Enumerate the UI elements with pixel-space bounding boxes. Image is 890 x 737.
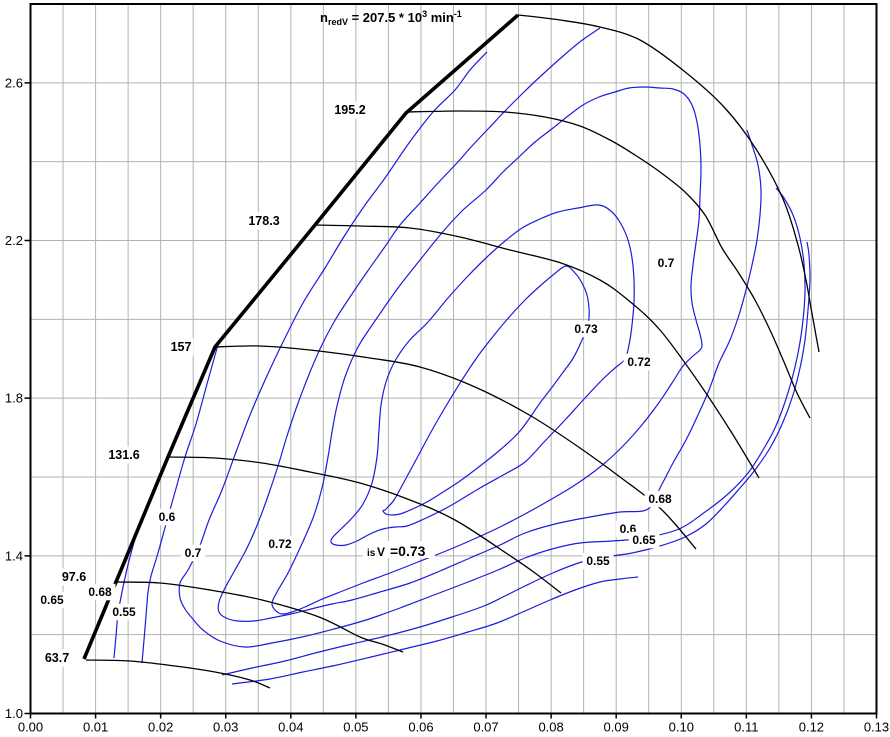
svg-text:0.73: 0.73 [574, 322, 598, 336]
svg-text:0.55: 0.55 [586, 554, 610, 568]
svg-text:63.7: 63.7 [45, 651, 69, 665]
svg-text:=0.73: =0.73 [390, 543, 426, 559]
svg-text:0.02: 0.02 [148, 720, 173, 735]
svg-text:0.00: 0.00 [18, 720, 43, 735]
svg-text:0.04: 0.04 [278, 720, 303, 735]
svg-text:0.13: 0.13 [864, 720, 889, 735]
svg-text:0.03: 0.03 [213, 720, 238, 735]
svg-text:nredV = 207.5 * 103 min-1: nredV = 207.5 * 103 min-1 [320, 9, 462, 27]
svg-text:131.6: 131.6 [108, 448, 139, 462]
svg-text:0.68: 0.68 [88, 585, 112, 599]
svg-text:0.7: 0.7 [658, 256, 675, 270]
svg-text:0.6: 0.6 [159, 510, 176, 524]
svg-text:97.6: 97.6 [62, 570, 86, 584]
svg-text:0.55: 0.55 [112, 605, 136, 619]
svg-text:195.2: 195.2 [334, 103, 365, 117]
svg-text:2.6: 2.6 [5, 75, 23, 90]
svg-text:0.7: 0.7 [185, 546, 202, 560]
svg-text:1.8: 1.8 [5, 391, 23, 406]
svg-text:0.72: 0.72 [627, 355, 651, 369]
svg-text:0.10: 0.10 [669, 720, 694, 735]
svg-text:0.11: 0.11 [734, 720, 758, 735]
svg-text:0.05: 0.05 [343, 720, 368, 735]
svg-text:0.68: 0.68 [648, 492, 672, 506]
svg-text:178.3: 178.3 [248, 214, 279, 228]
svg-text:V: V [377, 545, 385, 559]
svg-text:0.01: 0.01 [83, 720, 108, 735]
svg-text:157: 157 [171, 340, 192, 354]
svg-text:0.72: 0.72 [268, 537, 292, 551]
svg-text:1.0: 1.0 [5, 706, 23, 721]
svg-text:0.07: 0.07 [473, 720, 498, 735]
svg-text:2.2: 2.2 [5, 233, 23, 248]
svg-text:0.08: 0.08 [538, 720, 563, 735]
svg-text:0.65: 0.65 [40, 593, 64, 607]
svg-text:1.4: 1.4 [5, 548, 23, 563]
svg-text:0.12: 0.12 [799, 720, 824, 735]
svg-text:0.65: 0.65 [632, 533, 656, 547]
svg-text:is: is [367, 548, 376, 559]
svg-text:0.06: 0.06 [408, 720, 433, 735]
svg-text:0.09: 0.09 [604, 720, 629, 735]
